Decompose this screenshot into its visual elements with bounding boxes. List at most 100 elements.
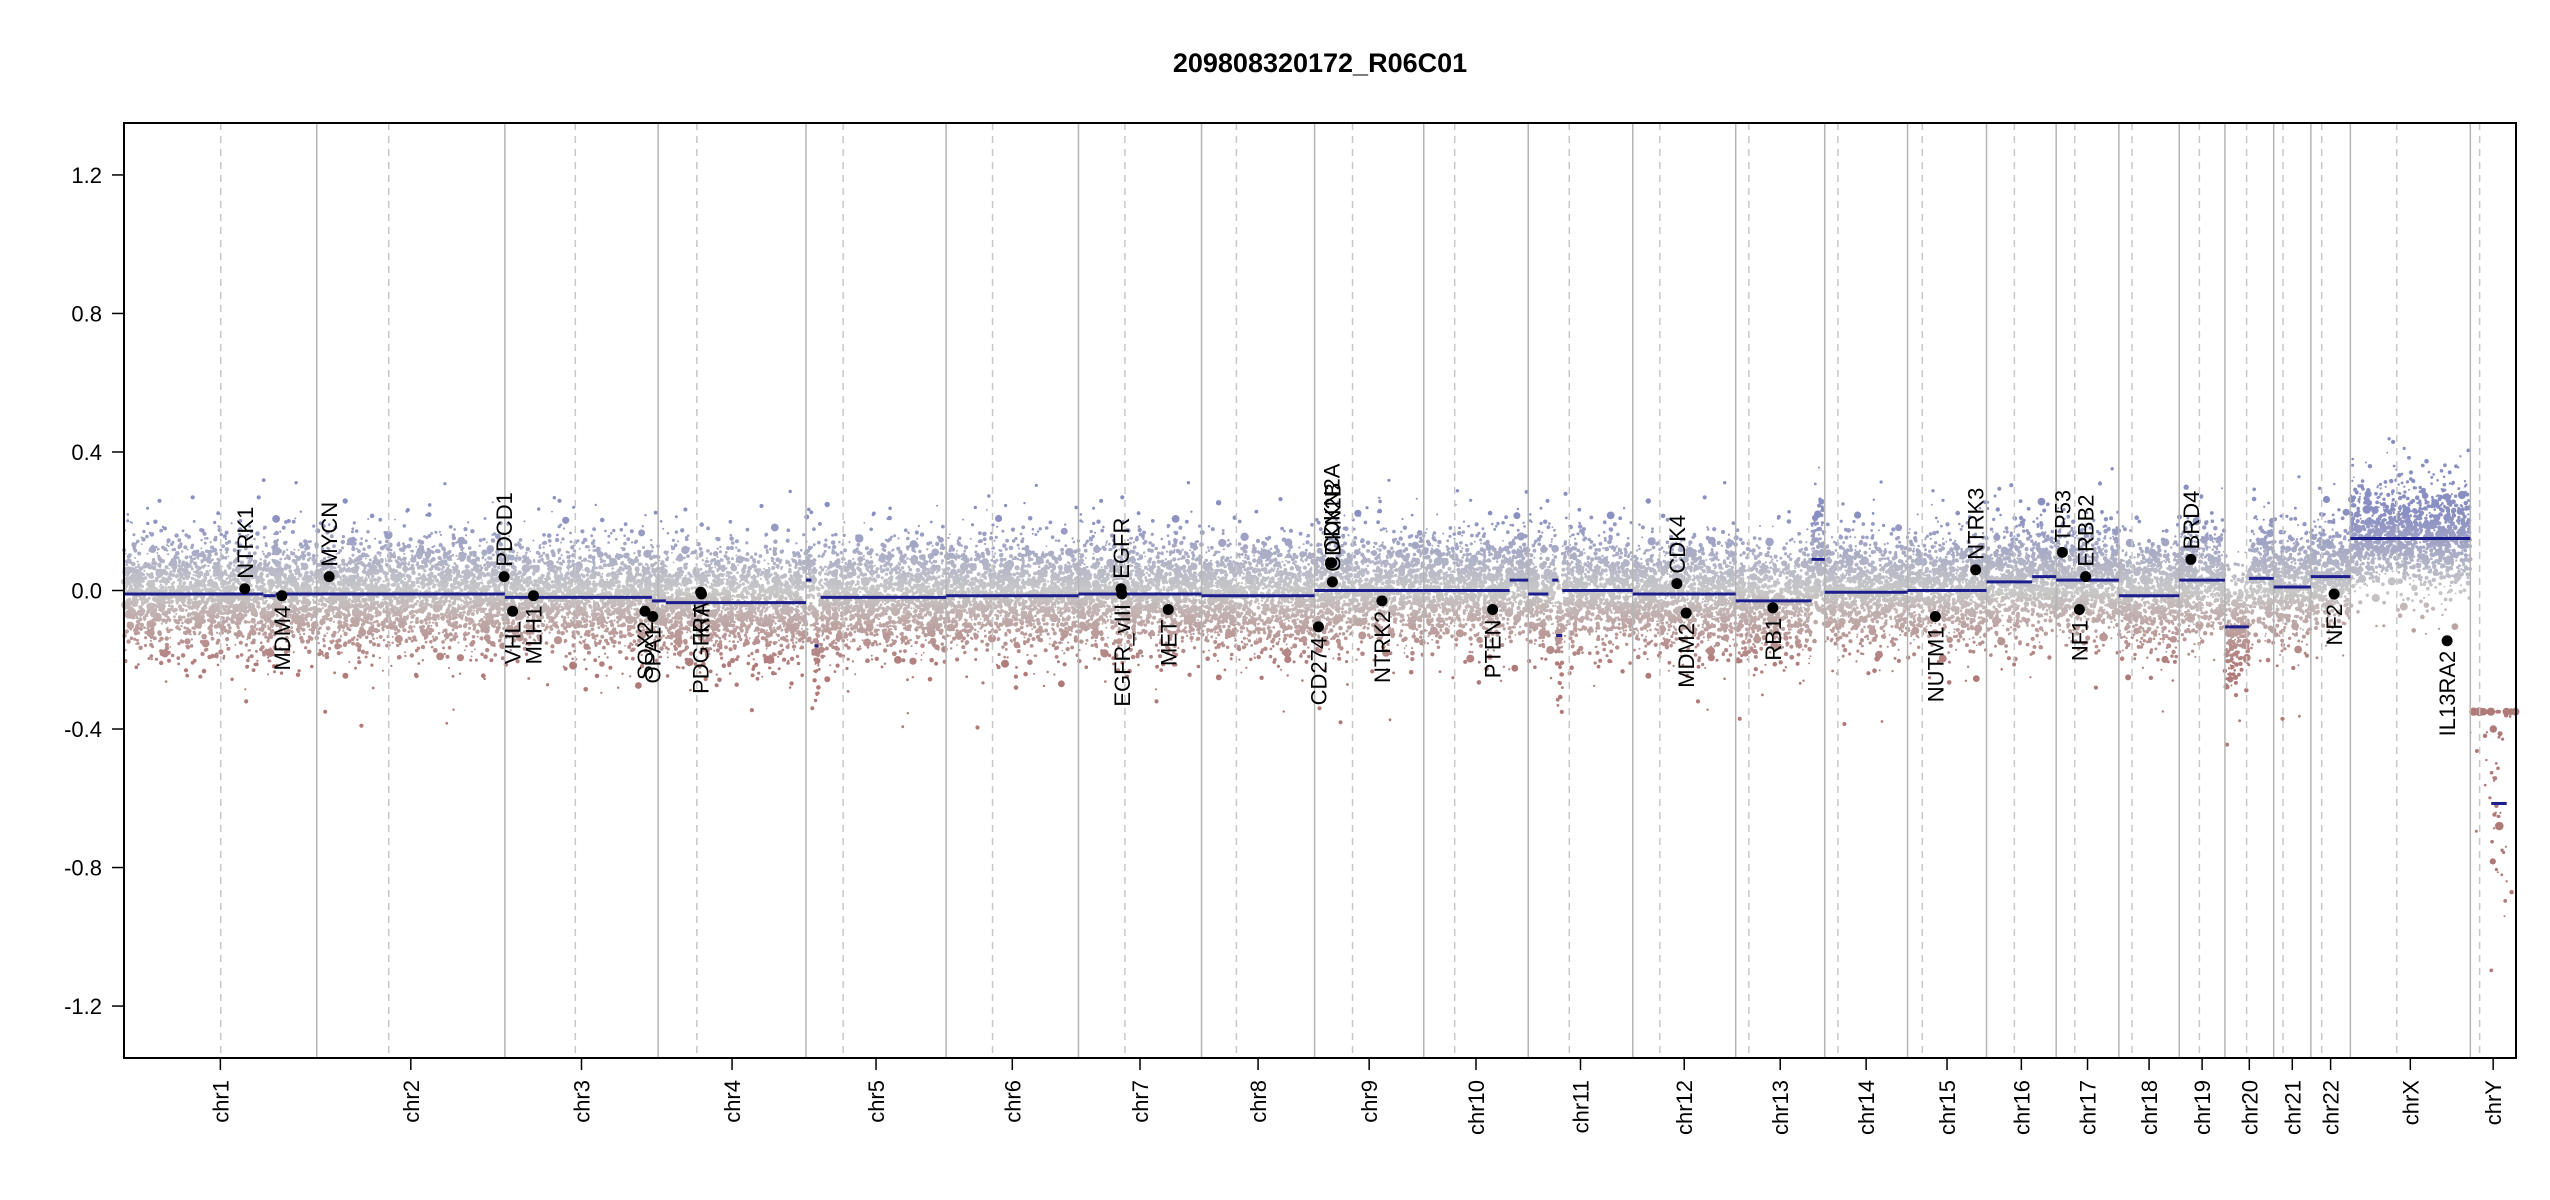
probe-point (184, 600, 186, 602)
probe-point (197, 558, 199, 560)
probe-point (166, 578, 169, 581)
probe-point (190, 617, 193, 620)
probe-point (191, 577, 194, 580)
probe-point (251, 618, 256, 623)
probe-point (265, 544, 268, 547)
probe-point (200, 547, 202, 549)
probe-point (267, 552, 272, 557)
probe-point (228, 540, 232, 544)
probe-point (168, 604, 171, 607)
probe-point (184, 604, 187, 607)
probe-point (154, 604, 158, 608)
probe-point (161, 559, 165, 563)
probe-point (202, 669, 207, 674)
probe-point (176, 656, 180, 660)
probe-point (262, 600, 264, 602)
probe-point (192, 554, 194, 556)
probe-point (191, 568, 194, 571)
probe-point (297, 578, 300, 581)
probe-point (205, 648, 208, 651)
probe-point (150, 654, 154, 658)
probe-point (283, 550, 286, 553)
probe-point (290, 551, 292, 553)
probe-point (219, 533, 223, 537)
probe-point (225, 531, 229, 535)
probe-point (298, 607, 301, 610)
probe-point (280, 671, 283, 674)
probe-point (193, 627, 196, 630)
probe-point (137, 566, 139, 568)
probe-point (191, 544, 194, 547)
probe-point (187, 565, 190, 568)
probe-point (283, 566, 287, 570)
probe-point (289, 572, 291, 574)
probe-point (223, 587, 225, 589)
probe-point (214, 552, 218, 556)
probe-point (311, 616, 313, 618)
probe-point (228, 566, 232, 570)
probe-point (210, 554, 212, 556)
probe-point (297, 669, 300, 672)
probe-point (266, 574, 270, 578)
probe-point (157, 571, 161, 575)
probe-point (146, 522, 149, 525)
probe-point (144, 576, 148, 580)
probe-point (255, 650, 258, 653)
probe-point (135, 566, 138, 569)
probe-point (299, 633, 301, 635)
probe-point (173, 615, 176, 618)
probe-point (145, 535, 149, 539)
probe-point (250, 595, 252, 597)
probe-point (184, 575, 187, 578)
probe-point (221, 544, 225, 548)
probe-point (136, 639, 139, 642)
probe-point (140, 623, 144, 627)
probe-point (224, 605, 228, 609)
probe-point (220, 586, 222, 588)
probe-point (294, 549, 296, 551)
probe-point (179, 582, 182, 585)
probe-point (287, 598, 290, 601)
probe-point (313, 590, 315, 592)
probe-point (230, 678, 233, 681)
probe-point (183, 545, 187, 549)
probe-point (256, 660, 258, 662)
probe-point (266, 605, 269, 608)
probe-point (296, 673, 300, 677)
probe-point (299, 636, 303, 640)
probe-point (181, 653, 186, 658)
probe-point (276, 539, 279, 542)
probe-point (158, 609, 160, 611)
probe-point (225, 609, 227, 611)
probe-point (223, 655, 226, 658)
probe-point (137, 663, 140, 666)
probe-point (224, 569, 227, 572)
probe-point (205, 550, 209, 554)
probe-point (260, 641, 263, 644)
probe-point (227, 608, 230, 611)
probe-point (280, 578, 282, 580)
probe-point (302, 557, 305, 560)
probe-point (196, 549, 199, 552)
probe-point (126, 577, 130, 581)
probe-point (177, 663, 180, 666)
probe-point (155, 658, 158, 661)
probe-point (144, 636, 147, 639)
probe-point (199, 528, 203, 532)
probe-point (184, 626, 187, 629)
probe-point (135, 616, 138, 619)
probe-point (254, 613, 258, 617)
probe-point (250, 605, 252, 607)
probe-point (226, 644, 228, 646)
probe-point (213, 521, 216, 524)
probe-point (156, 552, 158, 554)
probe-point (255, 628, 258, 631)
probe-point (216, 577, 218, 579)
probe-point (279, 531, 281, 533)
probe-point (260, 597, 264, 601)
probe-point (158, 632, 162, 636)
probe-point (158, 499, 162, 503)
probe-point (204, 537, 206, 539)
probe-point (278, 549, 283, 554)
probe-point (125, 563, 128, 566)
